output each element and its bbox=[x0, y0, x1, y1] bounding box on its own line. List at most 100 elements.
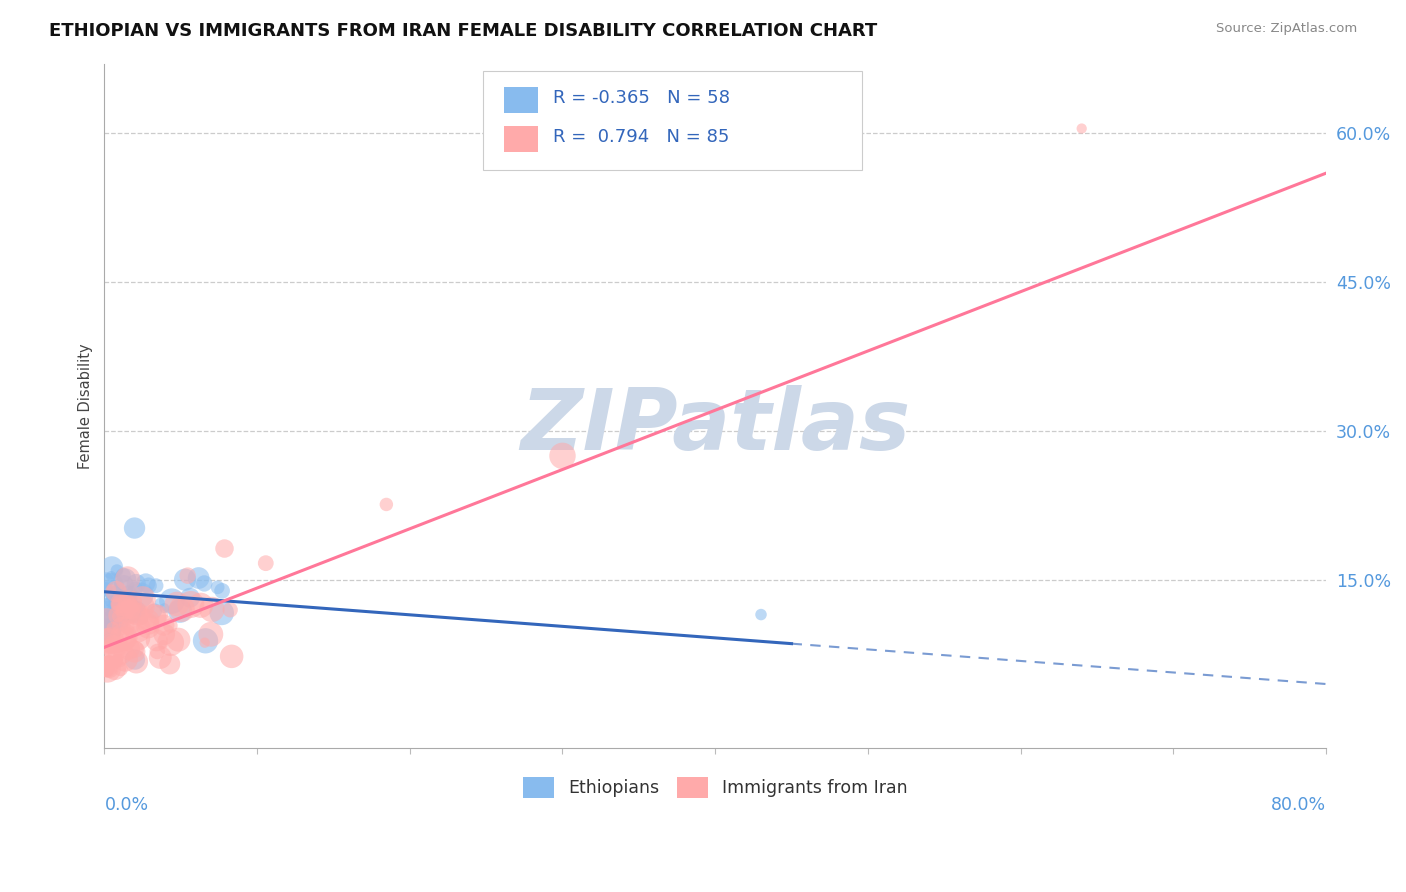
Point bbox=[149, 650, 172, 665]
Point bbox=[101, 560, 124, 574]
Point bbox=[131, 599, 153, 614]
Point bbox=[100, 582, 122, 596]
Point bbox=[159, 618, 181, 632]
Point bbox=[105, 654, 128, 668]
FancyBboxPatch shape bbox=[484, 70, 862, 170]
Point bbox=[127, 623, 149, 637]
Text: ZIPatlas: ZIPatlas bbox=[520, 385, 910, 468]
Point bbox=[110, 662, 132, 676]
Point bbox=[179, 591, 201, 605]
Point bbox=[98, 586, 121, 600]
Point bbox=[96, 634, 118, 648]
Text: 80.0%: 80.0% bbox=[1271, 797, 1326, 814]
Point bbox=[96, 659, 118, 673]
Point bbox=[97, 625, 120, 640]
Point bbox=[187, 571, 209, 585]
Point bbox=[551, 449, 574, 463]
Point bbox=[107, 609, 129, 624]
Point bbox=[131, 592, 153, 607]
Point bbox=[117, 606, 139, 620]
Point bbox=[125, 603, 148, 617]
Point bbox=[118, 591, 141, 605]
Text: R = -0.365   N = 58: R = -0.365 N = 58 bbox=[553, 88, 730, 107]
Point bbox=[193, 576, 215, 591]
Point bbox=[94, 582, 117, 596]
Point bbox=[100, 626, 122, 640]
Point bbox=[108, 615, 131, 630]
Point bbox=[117, 619, 139, 633]
Point bbox=[94, 662, 117, 676]
Point bbox=[254, 556, 277, 570]
Bar bbox=[503, 127, 538, 153]
Point bbox=[101, 607, 124, 621]
Bar bbox=[503, 87, 538, 113]
Point bbox=[124, 642, 146, 657]
Point bbox=[124, 582, 146, 596]
Point bbox=[112, 630, 135, 644]
Point bbox=[104, 613, 127, 627]
Point bbox=[96, 662, 118, 676]
Point bbox=[124, 652, 146, 666]
Point bbox=[194, 636, 217, 650]
Point bbox=[97, 598, 120, 612]
Point bbox=[111, 597, 134, 611]
Point bbox=[170, 602, 193, 616]
Point bbox=[98, 653, 121, 667]
Point bbox=[145, 579, 167, 593]
Point bbox=[112, 632, 135, 646]
Y-axis label: Female Disability: Female Disability bbox=[79, 343, 93, 469]
Point bbox=[167, 632, 190, 647]
Point bbox=[108, 595, 131, 609]
Point bbox=[160, 594, 183, 608]
Point bbox=[169, 604, 191, 618]
Point bbox=[104, 662, 127, 676]
Point bbox=[159, 635, 181, 649]
Point bbox=[96, 617, 118, 632]
Point bbox=[166, 597, 188, 611]
Text: 0.0%: 0.0% bbox=[104, 797, 149, 814]
Point bbox=[107, 640, 129, 655]
Point bbox=[201, 602, 224, 616]
Point bbox=[194, 633, 217, 648]
Point bbox=[96, 615, 118, 629]
Point bbox=[136, 620, 159, 634]
Point bbox=[100, 578, 122, 592]
Point bbox=[118, 607, 141, 622]
Point bbox=[145, 633, 167, 648]
Point bbox=[142, 609, 165, 624]
Point bbox=[110, 629, 132, 643]
Point bbox=[120, 595, 142, 609]
Point bbox=[118, 617, 141, 632]
Legend: Ethiopians, Immigrants from Iran: Ethiopians, Immigrants from Iran bbox=[516, 770, 914, 805]
Point bbox=[125, 655, 148, 669]
Point bbox=[124, 645, 146, 659]
Point bbox=[129, 588, 152, 602]
Point bbox=[138, 613, 160, 627]
Point bbox=[117, 572, 139, 586]
Point bbox=[221, 649, 243, 664]
Point bbox=[100, 633, 122, 648]
Point bbox=[159, 657, 181, 671]
Point bbox=[96, 601, 118, 615]
Point bbox=[135, 576, 157, 591]
Point bbox=[127, 607, 149, 622]
Point bbox=[105, 652, 128, 666]
Point bbox=[96, 624, 118, 638]
Point bbox=[138, 579, 160, 593]
Point bbox=[112, 568, 135, 582]
Point bbox=[118, 603, 141, 617]
Point bbox=[101, 621, 124, 635]
Point bbox=[110, 619, 132, 633]
Point bbox=[219, 603, 242, 617]
Point bbox=[101, 635, 124, 649]
Text: ETHIOPIAN VS IMMIGRANTS FROM IRAN FEMALE DISABILITY CORRELATION CHART: ETHIOPIAN VS IMMIGRANTS FROM IRAN FEMALE… bbox=[49, 22, 877, 40]
Point bbox=[100, 569, 122, 583]
Point bbox=[98, 662, 121, 676]
Point bbox=[114, 652, 136, 666]
Point bbox=[211, 583, 233, 598]
Point bbox=[117, 641, 139, 656]
Point bbox=[146, 607, 169, 622]
Point bbox=[110, 654, 132, 668]
Point bbox=[143, 604, 166, 618]
Point bbox=[100, 594, 122, 608]
